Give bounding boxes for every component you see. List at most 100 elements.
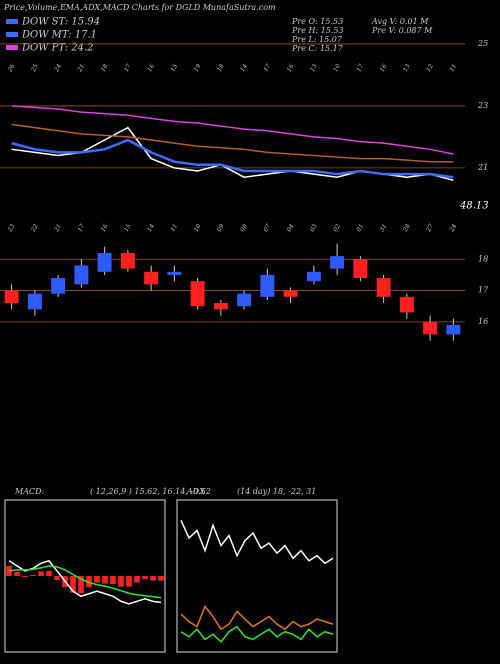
x-tick-label: 25	[29, 63, 39, 74]
histogram-bar	[110, 576, 116, 585]
legend-swatch	[6, 45, 18, 50]
histogram-bar	[142, 576, 148, 580]
histogram-bar	[158, 576, 164, 581]
series-line	[11, 123, 454, 163]
candle-body	[167, 271, 182, 275]
x-tick-label: 31	[379, 223, 389, 233]
legend-label: DOW PT: 24.2	[21, 43, 94, 54]
histogram-bar	[118, 576, 124, 587]
x-tick-label: 16	[286, 63, 296, 73]
y-tick-label: 25	[477, 39, 488, 48]
stat: Pre V: 0.087 M	[371, 26, 433, 35]
candle-body	[4, 290, 19, 304]
legend-label: DOW MT: 17.1	[21, 30, 97, 41]
y-tick-label: 21	[477, 163, 488, 172]
title: Price,Volume,EMA,ADX,MACD Charts for DGL…	[3, 3, 276, 12]
series-line	[11, 138, 454, 179]
x-tick-label: 11	[448, 63, 458, 73]
x-tick-label: 10	[193, 223, 203, 233]
x-tick-label: 18	[216, 63, 226, 73]
x-tick-label: 14	[239, 63, 249, 73]
histogram-bar	[134, 576, 140, 583]
candle-body	[97, 253, 112, 272]
series-line	[180, 625, 334, 643]
x-tick-label: 17	[262, 63, 272, 73]
x-tick-label: 19	[193, 63, 203, 73]
histogram-bar	[30, 574, 36, 576]
x-tick-label: 22	[29, 223, 39, 234]
histogram-bar	[70, 576, 76, 593]
candle-body	[213, 303, 228, 310]
histogram-bar	[14, 571, 20, 576]
histogram-bar	[102, 576, 108, 584]
x-tick-label: 01	[355, 223, 365, 233]
panel-label: MACD:	[14, 487, 45, 496]
candle-body	[423, 321, 438, 335]
series-line	[180, 604, 334, 631]
x-tick-label: 15	[123, 223, 133, 233]
series-line	[8, 565, 162, 599]
candle-body	[237, 293, 252, 307]
histogram-bar	[54, 576, 60, 581]
annotation: 48.13	[459, 201, 489, 212]
candle-body	[74, 265, 89, 285]
panel-label: ADX	[186, 487, 205, 496]
candle-body	[376, 278, 391, 297]
y-tick-label: 23	[477, 101, 488, 110]
candle-body	[144, 271, 159, 285]
stat: Pre L: 15.07	[291, 35, 343, 44]
legend-label: DOW ST: 15.94	[21, 17, 100, 28]
x-tick-label: 11	[169, 223, 179, 233]
x-tick-label: 14	[146, 223, 156, 233]
panel-title: ( 12,26,9 ) 15.62, 16.14, -0.52	[90, 487, 211, 496]
panel-border	[4, 499, 166, 653]
x-tick-label: 24	[53, 63, 63, 74]
x-tick-label: 12	[425, 63, 435, 73]
x-tick-label: 28	[401, 223, 411, 234]
x-tick-label: 16	[379, 63, 389, 73]
x-tick-label: 04	[286, 223, 296, 233]
candle-body	[446, 324, 461, 335]
x-tick-label: 18	[100, 63, 110, 73]
x-tick-label: 17	[76, 223, 86, 233]
x-tick-label: 24	[448, 223, 458, 234]
candle-body	[283, 290, 298, 297]
x-tick-label: 10	[332, 63, 342, 73]
series-line	[180, 519, 334, 565]
candle-body	[27, 293, 42, 310]
x-tick-label: 03	[309, 223, 319, 233]
x-tick-label: 21	[53, 223, 63, 234]
x-tick-label: 13	[402, 63, 412, 73]
candle-body	[399, 296, 414, 313]
series-line	[11, 126, 454, 182]
legend-swatch	[6, 32, 18, 37]
x-tick-label: 26	[6, 63, 16, 74]
candle-body	[51, 278, 66, 294]
x-tick-label: 16	[146, 63, 156, 73]
x-tick-label: 07	[262, 223, 272, 233]
y-tick-label: 17	[478, 286, 489, 295]
candle-body	[190, 281, 205, 307]
x-tick-label: 17	[123, 63, 133, 73]
y-tick-label: 16	[478, 317, 488, 326]
panel-border	[176, 499, 338, 653]
stat: Avg V: 0.01 M	[371, 17, 429, 26]
x-tick-label: 23	[6, 223, 16, 234]
series-line	[11, 105, 454, 155]
x-tick-label: 27	[425, 223, 435, 234]
histogram-bar	[126, 576, 132, 587]
x-tick-label: 16	[100, 223, 110, 233]
x-tick-label: 02	[332, 223, 342, 233]
x-tick-label: 21	[76, 63, 86, 74]
legend-swatch	[6, 19, 18, 24]
panel-title: (14 day) 18, -22, 31	[237, 487, 316, 496]
histogram-bar	[46, 570, 52, 576]
histogram-bar	[94, 576, 100, 583]
histogram-bar	[38, 571, 44, 576]
stat: Pre C: 15.17	[291, 44, 344, 53]
candle-body	[306, 271, 321, 282]
x-tick-label: 08	[239, 223, 249, 233]
x-tick-label: 13	[309, 63, 319, 73]
